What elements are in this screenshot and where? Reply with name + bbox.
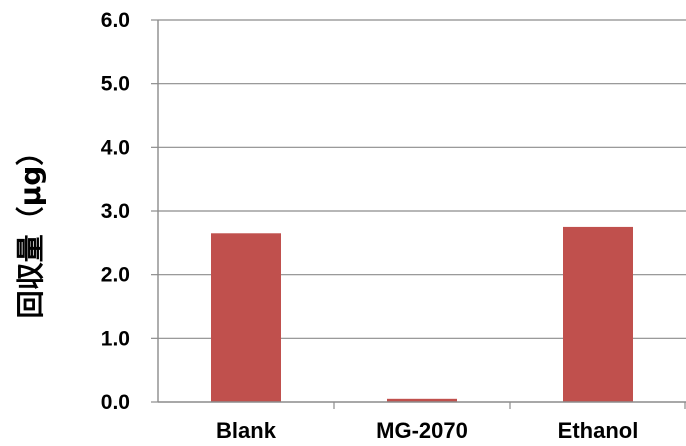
y-tick-label: 4.0: [101, 136, 130, 159]
y-tick-label: 5.0: [101, 73, 130, 96]
bar-blank: [211, 233, 281, 402]
y-tick-labels: 0.0 1.0 2.0 3.0 4.0 5.0 6.0: [101, 9, 130, 414]
y-tick-label: 0.0: [101, 391, 130, 414]
y-axis-label: 回収量（μg）: [14, 138, 47, 319]
x-category-labels: Blank MG-2070 Ethanol: [216, 418, 638, 443]
bar-mg-2070: [387, 398, 457, 402]
bars: [211, 226, 633, 402]
x-category-label: Ethanol: [558, 418, 639, 443]
x-category-label: Blank: [216, 418, 277, 443]
y-tick-label: 6.0: [101, 9, 130, 32]
axes: [151, 19, 686, 409]
y-tick-label: 1.0: [101, 327, 130, 350]
bar-ethanol: [563, 226, 633, 402]
x-category-label: MG-2070: [376, 418, 468, 443]
y-tick-label: 2.0: [101, 264, 130, 287]
y-tick-label: 3.0: [101, 200, 130, 223]
